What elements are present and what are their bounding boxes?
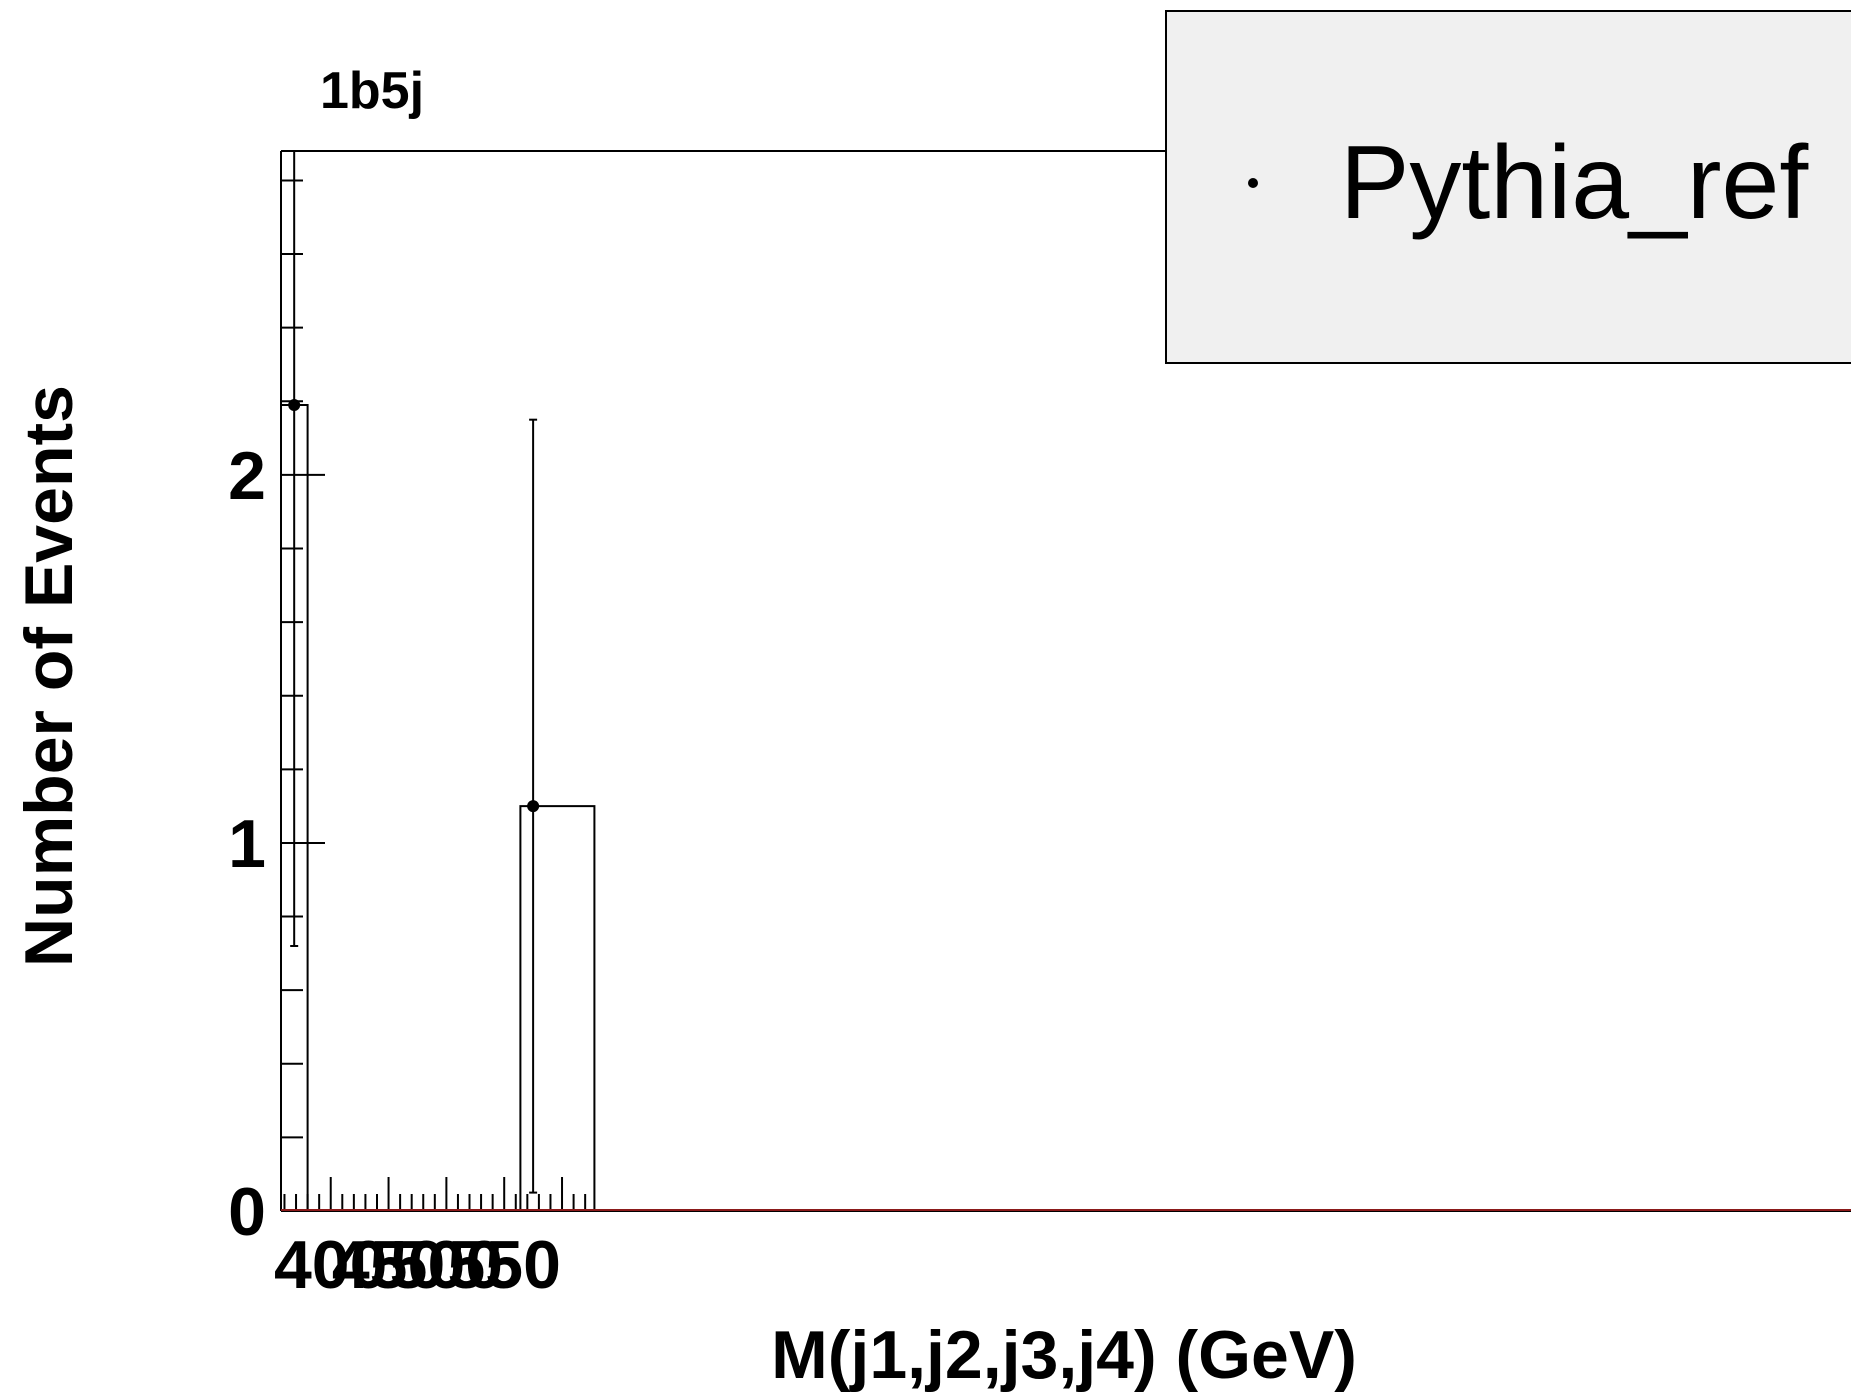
data-points	[288, 151, 540, 1194]
y-axis-ticks: 0 1 2	[228, 179, 325, 1250]
data-point	[288, 398, 301, 411]
y-tick-label: 1	[228, 806, 266, 882]
legend-box	[1165, 10, 1851, 364]
x-tick-label: 550	[447, 1227, 560, 1303]
x-tick-label: 500	[390, 1227, 503, 1303]
chart-title: 1b5j	[320, 62, 424, 120]
legend-marker-icon	[1248, 178, 1258, 188]
histogram-bins	[280, 403, 596, 1211]
x-axis-label: M(j1,j2,j3,j4) (GeV)	[771, 1317, 1357, 1393]
data-point	[527, 800, 540, 813]
y-tick-label: 2	[228, 438, 266, 514]
legend-label: Pythia_ref	[1340, 125, 1809, 241]
y-tick-label: 0	[228, 1174, 266, 1250]
x-tick-label: 450	[332, 1227, 445, 1303]
histogram-bin	[519, 805, 596, 1211]
y-axis-label: Number of Events	[11, 385, 87, 967]
x-tick-label: 400	[274, 1227, 387, 1303]
legend: Pythia_ref	[1165, 10, 1851, 364]
